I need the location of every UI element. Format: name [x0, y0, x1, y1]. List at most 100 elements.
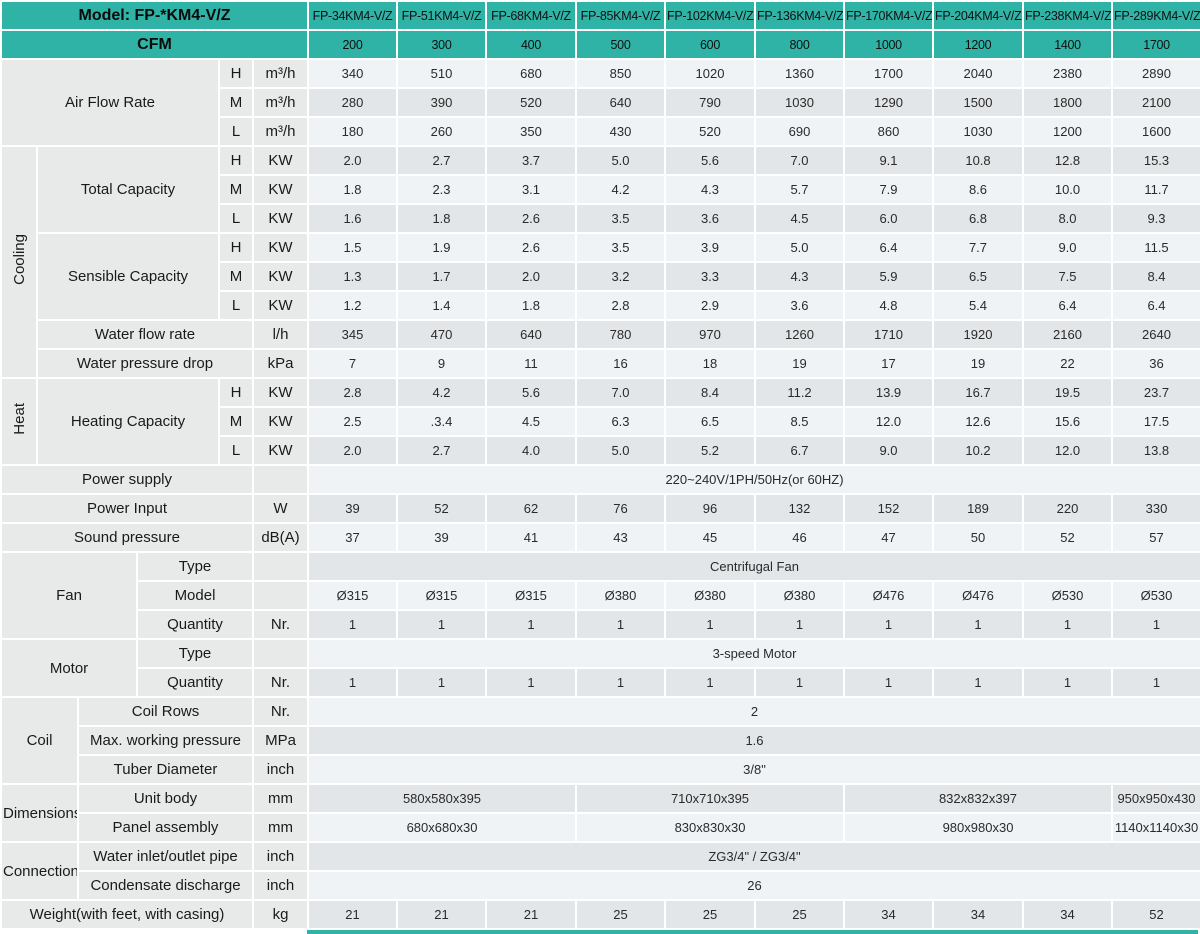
- data-cell: 5.0: [575, 435, 666, 466]
- data-cell: 510: [396, 58, 487, 89]
- column-header: FP-204KM4-V/Z: [932, 0, 1024, 31]
- unit-label: KW: [252, 232, 309, 263]
- row-label-heating-capacity: Heating Capacity: [36, 377, 220, 466]
- data-cell: 2040: [932, 58, 1024, 89]
- speed-label: M: [218, 174, 254, 205]
- data-cell: 3.7: [485, 145, 577, 176]
- unit-label: inch: [252, 754, 309, 785]
- data-cell: 12.0: [1022, 435, 1113, 466]
- data-cell: 1030: [754, 87, 845, 118]
- speed-label: L: [218, 116, 254, 147]
- fan-type-value: Centrifugal Fan: [307, 551, 1200, 582]
- data-cell: 2100: [1111, 87, 1200, 118]
- data-cell: 6.4: [1022, 290, 1113, 321]
- data-cell: 1.8: [396, 203, 487, 234]
- data-cell: 3.9: [664, 232, 756, 263]
- data-cell: 7.9: [843, 174, 934, 205]
- data-cell: 1.3: [307, 261, 398, 292]
- data-cell: 1.6: [307, 203, 398, 234]
- data-cell: 2.6: [485, 232, 577, 263]
- data-cell: Ø530: [1111, 580, 1200, 611]
- data-cell: 5.0: [575, 145, 666, 176]
- data-cell: 39: [396, 522, 487, 553]
- cfm-value: 1400: [1022, 29, 1113, 60]
- unit-label: l/h: [252, 319, 309, 350]
- data-cell: Ø380: [575, 580, 666, 611]
- column-header: FP-289KM4-V/Z: [1111, 0, 1200, 31]
- data-cell: 2380: [1022, 58, 1113, 89]
- model-header: Model: FP-*KM4-V/Z: [0, 0, 309, 31]
- data-cell: 6.5: [932, 261, 1024, 292]
- water-pipe-value: ZG3/4" / ZG3/4": [307, 841, 1200, 872]
- data-cell: 10.0: [1022, 174, 1113, 205]
- data-cell: 330: [1111, 493, 1200, 524]
- motor-type-value: 3-speed Motor: [307, 638, 1200, 669]
- data-cell: Ø315: [307, 580, 398, 611]
- data-cell: 4.2: [575, 174, 666, 205]
- unit-label: KW: [252, 145, 309, 176]
- data-cell: 1: [307, 667, 398, 698]
- row-label-total-capacity: Total Capacity: [36, 145, 220, 234]
- data-cell: 280: [307, 87, 398, 118]
- cfm-value: 400: [485, 29, 577, 60]
- data-cell: 23.7: [1111, 377, 1200, 408]
- data-cell: 2.5: [307, 406, 398, 437]
- data-cell: 5.9: [843, 261, 934, 292]
- data-cell: 1290: [843, 87, 934, 118]
- cfm-value: 200: [307, 29, 398, 60]
- row-label-sensible-capacity: Sensible Capacity: [36, 232, 220, 321]
- unit-label: [252, 551, 309, 582]
- data-cell: 152: [843, 493, 934, 524]
- data-cell: 36: [1111, 348, 1200, 379]
- data-cell: 6.4: [843, 232, 934, 263]
- unit-body-value: 950x950x430: [1111, 783, 1200, 814]
- speed-label: H: [218, 377, 254, 408]
- data-cell: 41: [485, 522, 577, 553]
- data-cell: 1800: [1022, 87, 1113, 118]
- data-cell: 7.7: [932, 232, 1024, 263]
- data-cell: 6.3: [575, 406, 666, 437]
- data-cell: 6.0: [843, 203, 934, 234]
- data-cell: 6.8: [932, 203, 1024, 234]
- data-cell: 1020: [664, 58, 756, 89]
- unit-label: kPa: [252, 348, 309, 379]
- data-cell: 690: [754, 116, 845, 147]
- unit-label: KW: [252, 261, 309, 292]
- speed-label: L: [218, 203, 254, 234]
- row-label-motor-quantity: Quantity: [136, 667, 254, 698]
- row-label-fan-model: Model: [136, 580, 254, 611]
- data-cell: 2.8: [575, 290, 666, 321]
- data-cell: 7: [307, 348, 398, 379]
- unit-label: m³/h: [252, 116, 309, 147]
- data-cell: 1: [664, 609, 756, 640]
- data-cell: 4.5: [485, 406, 577, 437]
- data-cell: 50: [932, 522, 1024, 553]
- cfm-value: 500: [575, 29, 666, 60]
- speed-label: H: [218, 145, 254, 176]
- data-cell: 8.5: [754, 406, 845, 437]
- data-cell: 34: [843, 899, 934, 930]
- data-cell: 4.5: [754, 203, 845, 234]
- column-header: FP-85KM4-V/Z: [575, 0, 666, 31]
- data-cell: 1030: [932, 116, 1024, 147]
- data-cell: 3.2: [575, 261, 666, 292]
- data-cell: 22: [1022, 348, 1113, 379]
- data-cell: 15.3: [1111, 145, 1200, 176]
- column-header: FP-51KM4-V/Z: [396, 0, 487, 31]
- data-cell: 7.5: [1022, 261, 1113, 292]
- unit-label: MPa: [252, 725, 309, 756]
- data-cell: 25: [575, 899, 666, 930]
- unit-label: Nr.: [252, 667, 309, 698]
- data-cell: 9.1: [843, 145, 934, 176]
- data-cell: 5.2: [664, 435, 756, 466]
- data-cell: 970: [664, 319, 756, 350]
- data-cell: 1500: [932, 87, 1024, 118]
- data-cell: 850: [575, 58, 666, 89]
- data-cell: 132: [754, 493, 845, 524]
- data-cell: 5.4: [932, 290, 1024, 321]
- data-cell: 12.8: [1022, 145, 1113, 176]
- data-cell: 8.6: [932, 174, 1024, 205]
- data-cell: 12.0: [843, 406, 934, 437]
- unit-label: Nr.: [252, 696, 309, 727]
